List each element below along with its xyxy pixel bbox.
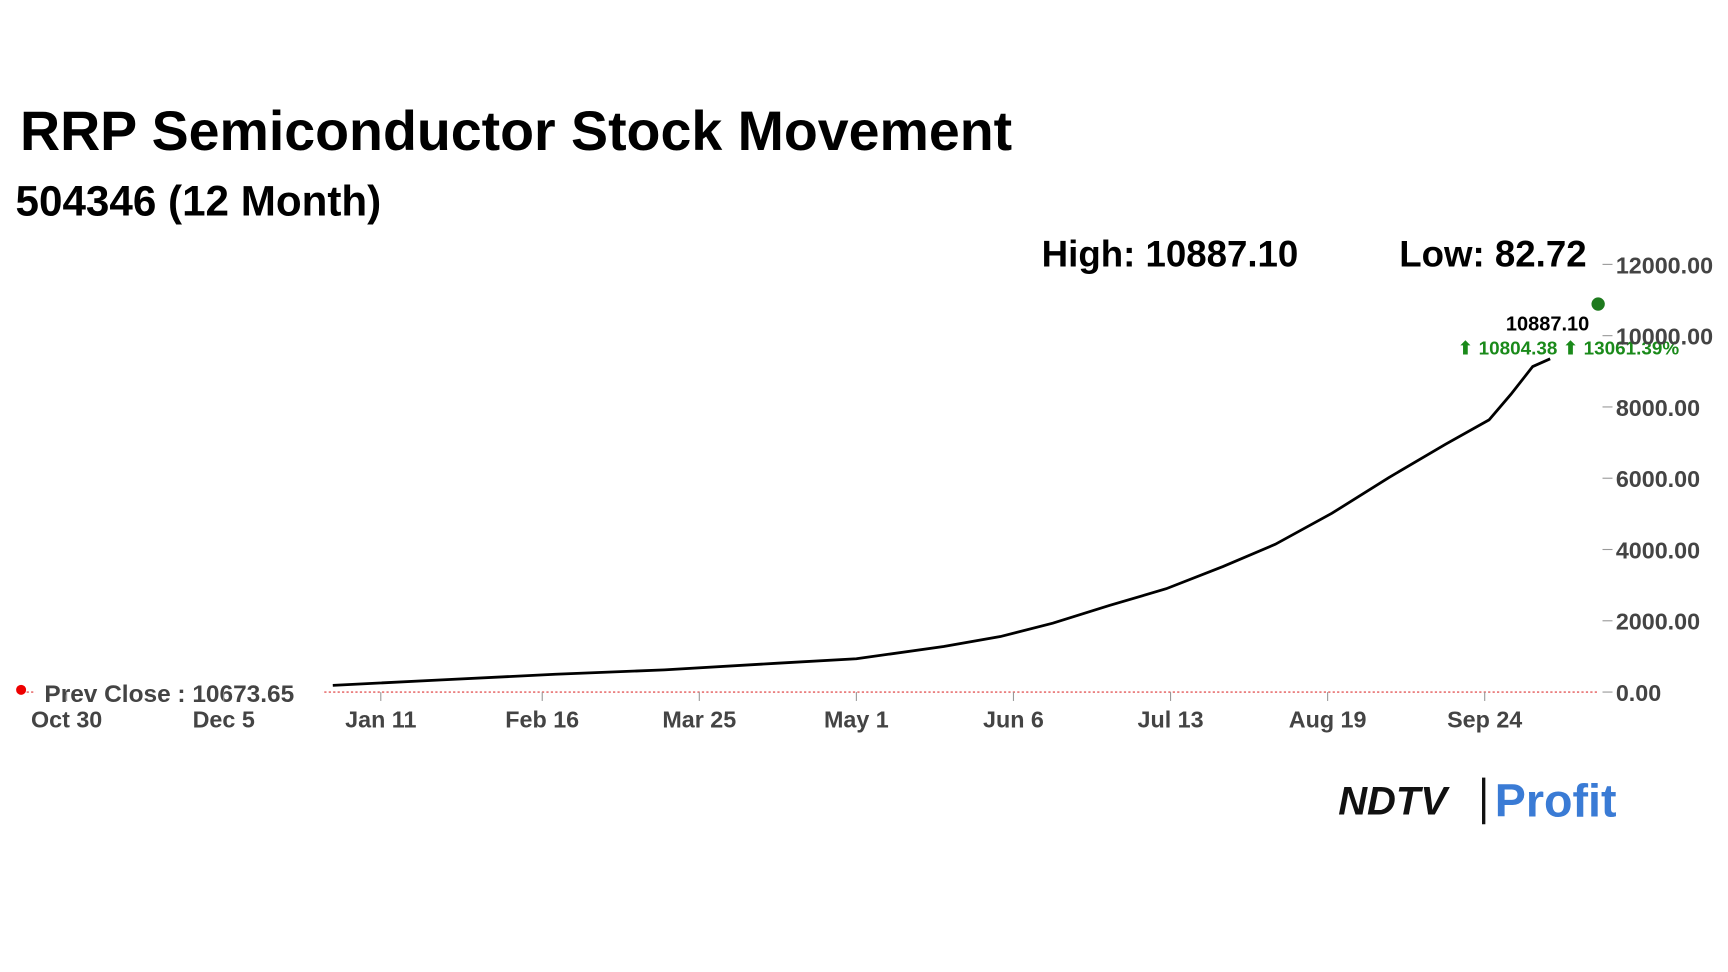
x-tick-label: Jul 13 <box>1138 707 1204 733</box>
x-tick-label: Jan 11 <box>345 707 416 733</box>
chart-subtitle: 504346 (12 Month) <box>16 178 382 225</box>
prev-close-bg <box>35 677 323 709</box>
x-tick-label: Sep 24 <box>1447 707 1522 733</box>
x-tick-label: Mar 25 <box>662 707 736 733</box>
low-text: Low: 82.72 <box>1399 234 1586 275</box>
y-tick-label: 0.00 <box>1616 680 1661 706</box>
prev-close-label: Prev Close : 10673.65 <box>44 681 294 708</box>
chart-title: RRP Semiconductor Stock Movement <box>20 100 1012 162</box>
high-marker-label: 10887.10 <box>1506 314 1589 336</box>
x-tick-label: May 1 <box>824 707 889 733</box>
y-tick-label: 8000.00 <box>1616 395 1700 421</box>
y-tick-label: 6000.00 <box>1616 466 1700 492</box>
high-text: High: 10887.10 <box>1042 234 1299 275</box>
x-tick-label: Oct 30 <box>31 707 102 733</box>
change-text: ⬆ 10804.38 ⬆ 13061.39% <box>1458 338 1680 359</box>
x-tick-label: Aug 19 <box>1289 707 1367 733</box>
prev-close-dot <box>16 684 27 695</box>
logo-ndtv: NDTV <box>1338 779 1450 823</box>
y-tick-label: 12000.00 <box>1616 252 1713 278</box>
x-tick-label: Jun 6 <box>983 707 1044 733</box>
y-tick-label: 2000.00 <box>1616 609 1700 635</box>
price-line <box>332 357 1551 687</box>
y-tick-label: 4000.00 <box>1616 537 1700 563</box>
high-marker <box>1591 297 1605 311</box>
x-tick-label: Feb 16 <box>505 707 579 733</box>
logo-profit: Profit <box>1495 774 1617 826</box>
y-tick-label: 10000.00 <box>1616 324 1713 350</box>
x-tick-label: Dec 5 <box>193 707 255 733</box>
